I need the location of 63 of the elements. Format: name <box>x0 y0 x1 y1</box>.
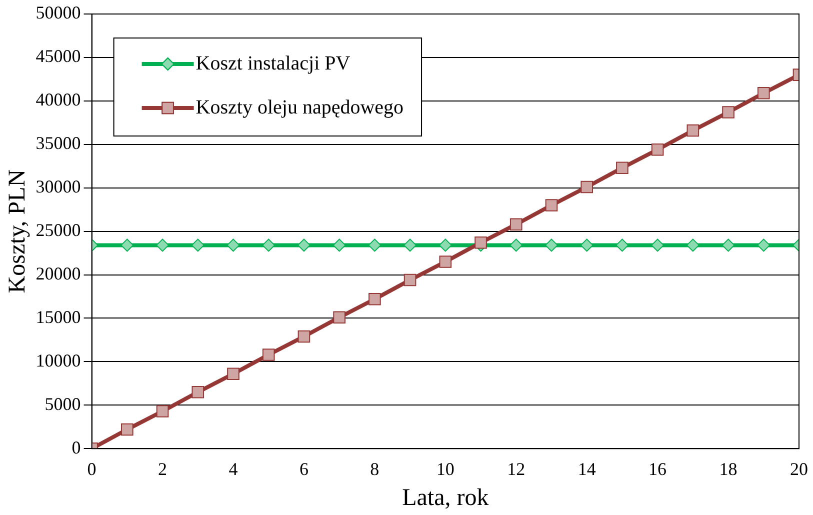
x-tick-label: 0 <box>87 459 96 480</box>
x-tick-label: 18 <box>719 459 738 480</box>
point <box>651 143 664 156</box>
point <box>686 124 700 137</box>
x-tick-label: 4 <box>228 459 238 480</box>
point <box>227 368 240 380</box>
x-tick-label: 12 <box>507 459 526 480</box>
y-tick-label: 35000 <box>36 133 81 154</box>
point <box>404 238 417 252</box>
point <box>474 236 487 249</box>
point <box>262 238 276 252</box>
point <box>333 311 346 324</box>
y-tick-label: 25000 <box>36 220 81 240</box>
point <box>580 180 593 194</box>
y-tick-label: 45000 <box>36 46 81 66</box>
point <box>438 238 452 252</box>
point <box>297 238 310 252</box>
x-tick-label: 16 <box>648 459 667 480</box>
point <box>616 238 629 252</box>
point <box>368 292 381 306</box>
x-tick-label: 14 <box>578 459 596 480</box>
x-axis-title: Lata, rok <box>402 484 489 511</box>
point <box>192 386 204 398</box>
point <box>580 238 594 252</box>
point <box>722 106 734 118</box>
point <box>544 238 558 252</box>
point <box>120 238 134 252</box>
point <box>757 86 770 100</box>
y-tick-label: 20000 <box>36 263 81 284</box>
y-tick-label: 10000 <box>36 350 81 370</box>
point <box>156 238 170 252</box>
point <box>651 238 664 252</box>
point <box>404 274 416 286</box>
point <box>545 199 558 212</box>
point <box>510 238 523 252</box>
point <box>686 238 700 252</box>
point <box>616 162 628 174</box>
point <box>156 405 169 418</box>
point <box>298 330 310 343</box>
y-tick-label: 5000 <box>44 394 81 414</box>
point <box>439 256 452 268</box>
point <box>226 238 240 252</box>
legend-label: Koszty oleju napędowego <box>196 96 404 118</box>
point <box>332 238 346 252</box>
y-tick-label: 40000 <box>36 90 81 110</box>
point <box>722 238 735 252</box>
point <box>510 218 522 231</box>
x-tick-label: 10 <box>436 459 454 480</box>
legend-label: Koszt instalacji PV <box>196 52 351 74</box>
y-tick-label: 50000 <box>36 2 81 23</box>
y-axis-title: Koszty, PLN <box>4 169 31 294</box>
y-tick-label: 30000 <box>36 176 81 197</box>
point <box>368 238 382 252</box>
point <box>121 423 134 436</box>
point <box>757 238 770 252</box>
x-tick-label: 20 <box>790 459 808 480</box>
y-tick-label: 0 <box>72 437 81 458</box>
point <box>191 238 204 252</box>
x-tick-label: 6 <box>299 459 308 480</box>
y-tick-label: 15000 <box>36 306 81 327</box>
x-tick-label: 2 <box>158 459 168 480</box>
point <box>262 348 275 361</box>
x-tick-label: 8 <box>370 459 380 480</box>
